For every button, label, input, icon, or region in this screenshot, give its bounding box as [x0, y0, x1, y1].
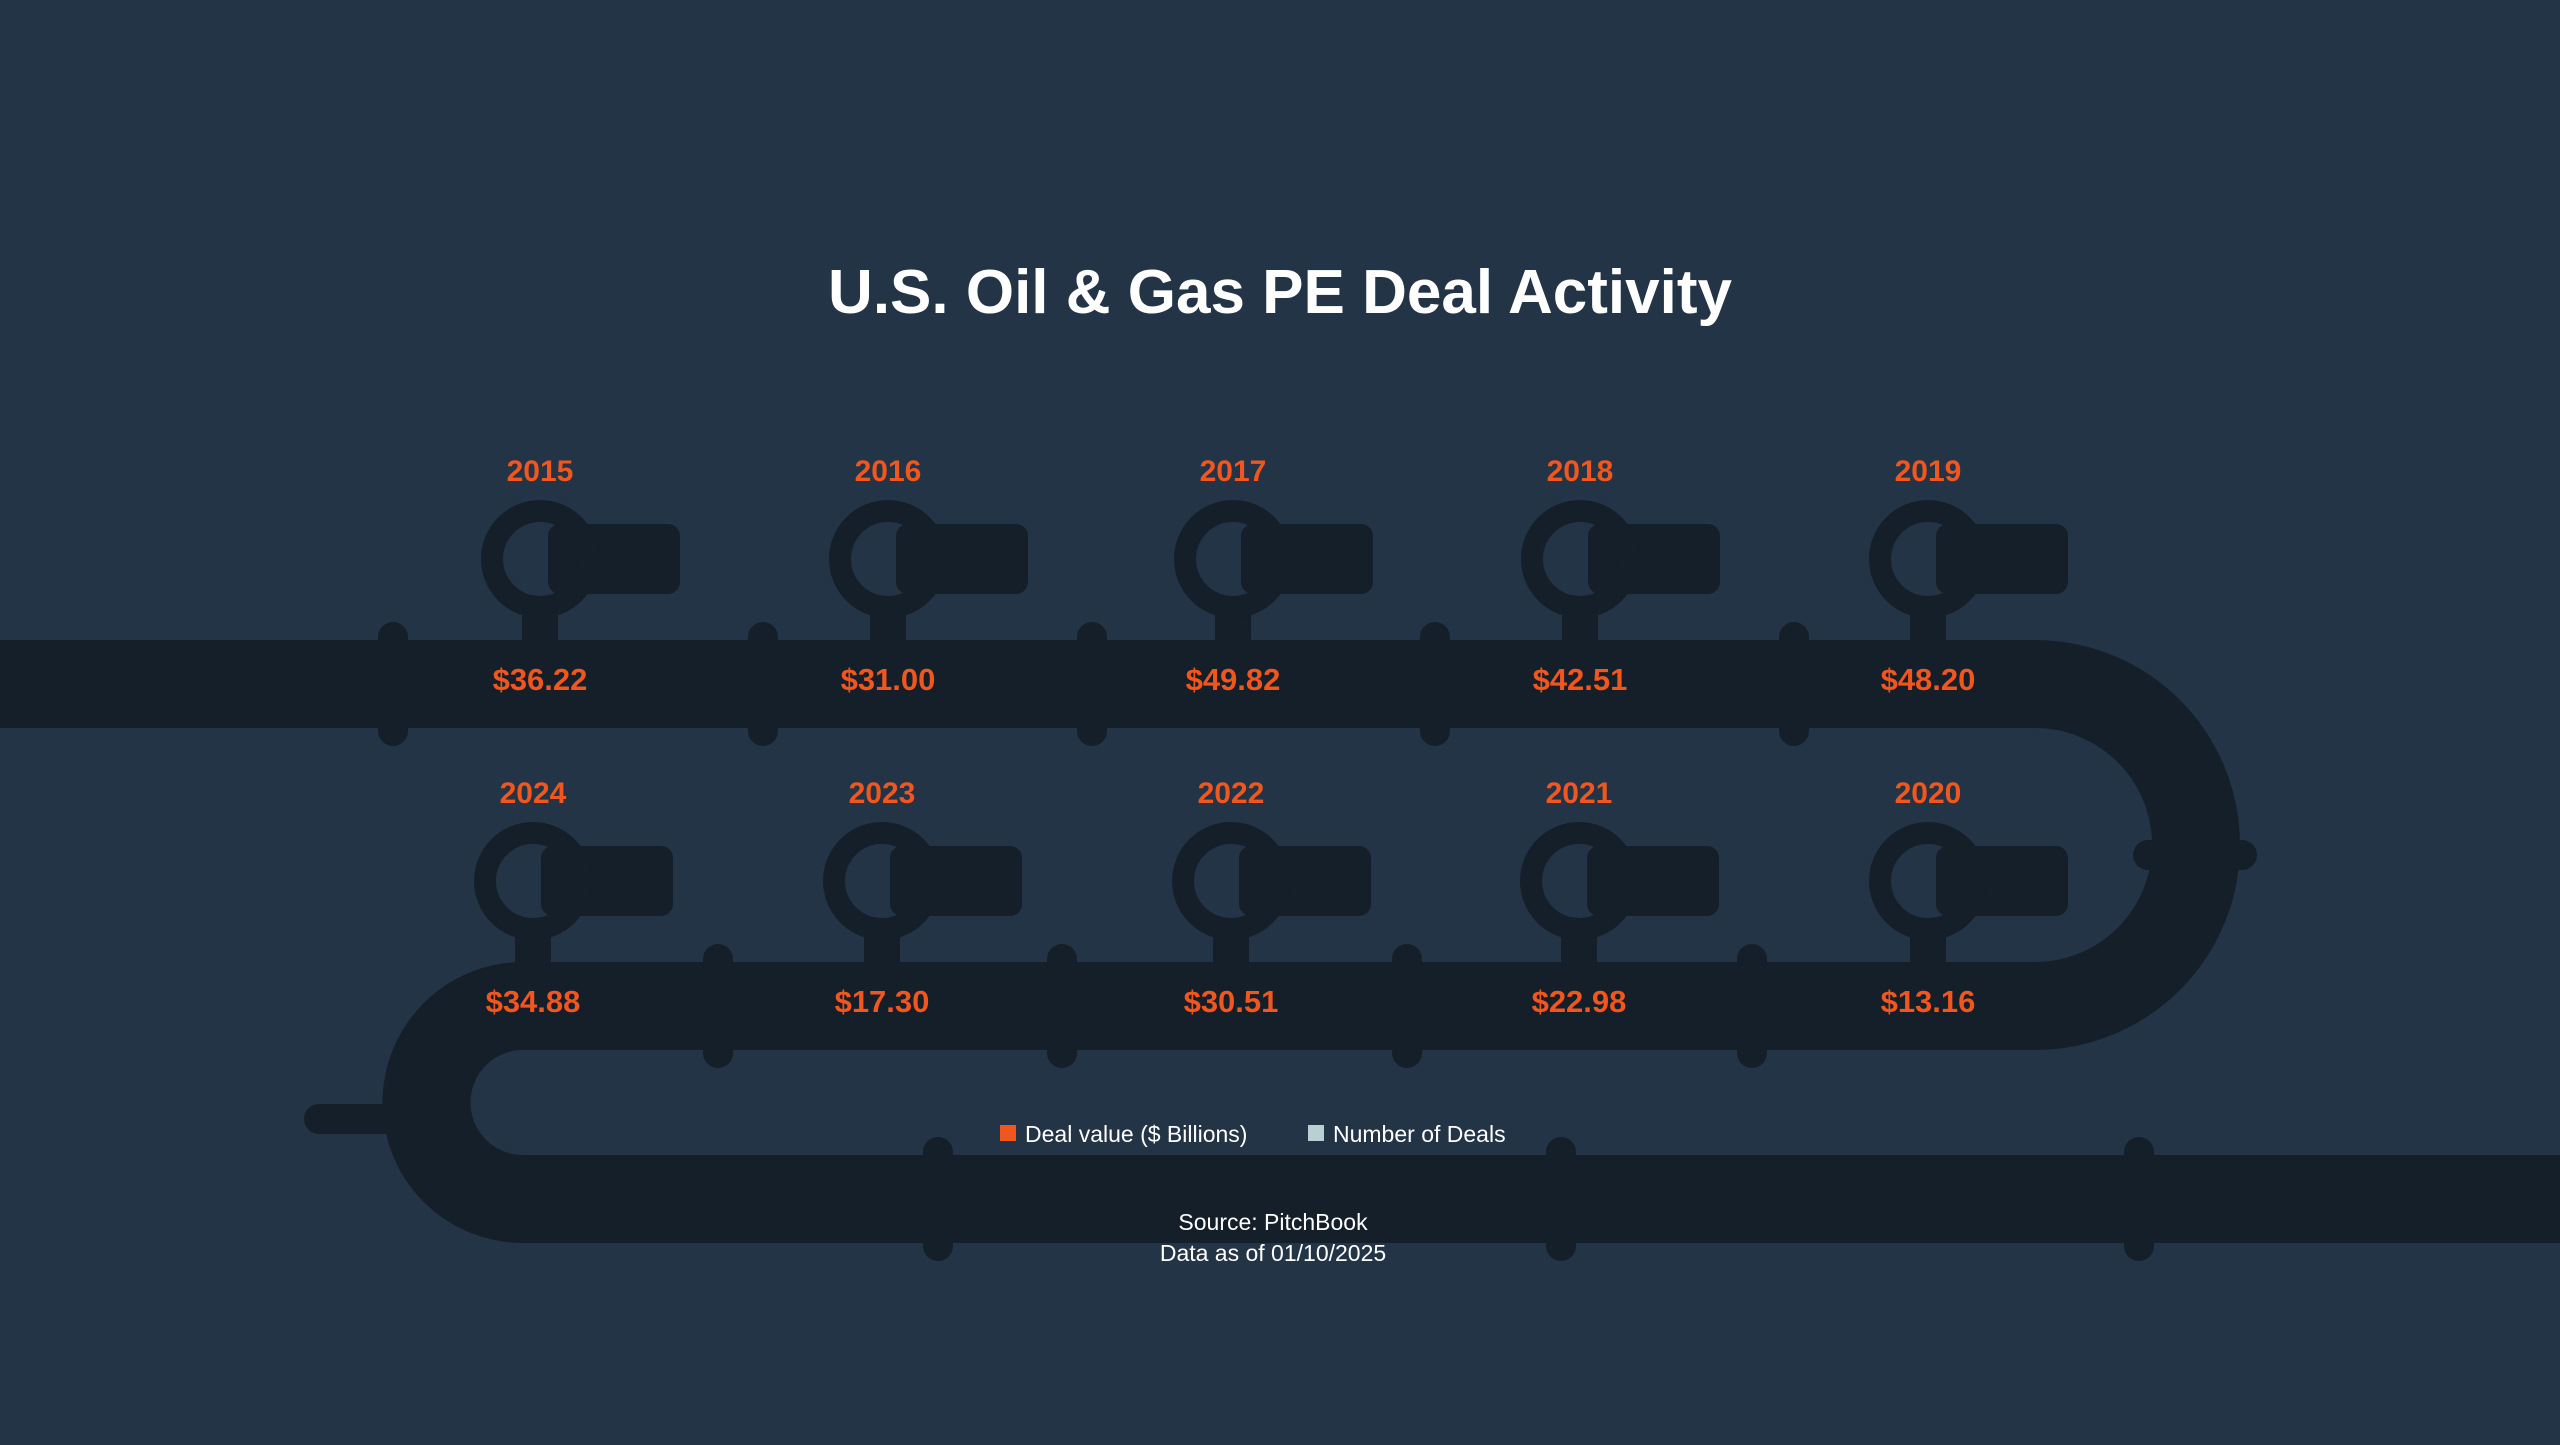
value-label: $36.22 [493, 662, 588, 697]
gauge-icon [823, 822, 941, 940]
gauge-icon [1869, 822, 1987, 940]
pipe-joint [304, 1104, 428, 1134]
pipe-joint [1779, 622, 1809, 746]
gauge-icon [1172, 822, 1290, 940]
pipe-joint [1546, 1137, 1576, 1261]
source-line: Source: PitchBook [1178, 1209, 1368, 1235]
pipe-joint [703, 944, 733, 1068]
gauge-icon [474, 822, 592, 940]
year-label: 2024 [500, 777, 567, 810]
legend-swatch-deal-value [1000, 1125, 1016, 1141]
pipe-joint [2124, 1137, 2154, 1261]
meter-2021: 2021 $22.98 [1520, 777, 1719, 1019]
year-label: 2019 [1895, 455, 1962, 488]
pipe-joint [1737, 944, 1767, 1068]
value-label: $13.16 [1881, 984, 1976, 1019]
meter-2023: 2023 $17.30 [823, 777, 1022, 1019]
legend-swatch-number-of-deals [1308, 1125, 1324, 1141]
year-label: 2015 [507, 455, 574, 488]
pipe-joint [748, 622, 778, 746]
value-label: $17.30 [835, 984, 930, 1019]
value-label: $48.20 [1881, 662, 1976, 697]
meter-2015: 2015 $36.22 [481, 455, 680, 697]
legend-label-number-of-deals: Number of Deals [1333, 1121, 1506, 1147]
pipe-joint [1392, 944, 1422, 1068]
year-label: 2020 [1895, 777, 1962, 810]
gauge-icon [1869, 500, 1987, 618]
meter-2019: 2019 $48.20 [1869, 455, 2068, 697]
value-label: $30.51 [1184, 984, 1279, 1019]
value-label: $31.00 [841, 662, 936, 697]
meters: 2015 $36.22 2016 $31.00 2017 $49.82 2018 $42.51… [474, 455, 2068, 1019]
value-label: $42.51 [1533, 662, 1628, 697]
pipe-joint [1047, 944, 1077, 1068]
source-note: Source: PitchBook Data as of 01/10/2025 [1160, 1209, 1386, 1266]
pipe-joint [1420, 622, 1450, 746]
value-label: $34.88 [486, 984, 581, 1019]
data-date-line: Data as of 01/10/2025 [1160, 1240, 1386, 1266]
year-label: 2016 [855, 455, 922, 488]
meter-2022: 2022 $30.51 [1172, 777, 1371, 1019]
pipe-joints [304, 622, 2257, 1261]
year-label: 2017 [1200, 455, 1267, 488]
pipe-path [0, 640, 2560, 1243]
meter-2017: 2017 $49.82 [1174, 455, 1373, 697]
gauge-icon [829, 500, 947, 618]
year-label: 2021 [1546, 777, 1613, 810]
year-label: 2022 [1198, 777, 1265, 810]
meter-2024: 2024 $34.88 [474, 777, 673, 1019]
year-label: 2018 [1547, 455, 1614, 488]
gauge-icon [1174, 500, 1292, 618]
value-label: $22.98 [1532, 984, 1627, 1019]
pipe-joint [2133, 840, 2257, 870]
gauge-icon [1520, 822, 1638, 940]
meter-2018: 2018 $42.51 [1521, 455, 1720, 697]
gauge-icon [1521, 500, 1639, 618]
meter-2020: 2020 $13.16 [1869, 777, 2068, 1019]
gauge-icon [481, 500, 599, 618]
year-label: 2023 [849, 777, 916, 810]
legend-label-deal-value: Deal value ($ Billions) [1025, 1121, 1247, 1147]
pipe-joint [923, 1137, 953, 1261]
meter-2016: 2016 $31.00 [829, 455, 1028, 697]
legend: Deal value ($ Billions) Number of Deals [1000, 1121, 1506, 1147]
pipe-joint [378, 622, 408, 746]
pipe-joint [1077, 622, 1107, 746]
chart-title: U.S. Oil & Gas PE Deal Activity [828, 258, 1732, 327]
value-label: $49.82 [1186, 662, 1281, 697]
pipeline [0, 622, 2560, 1261]
